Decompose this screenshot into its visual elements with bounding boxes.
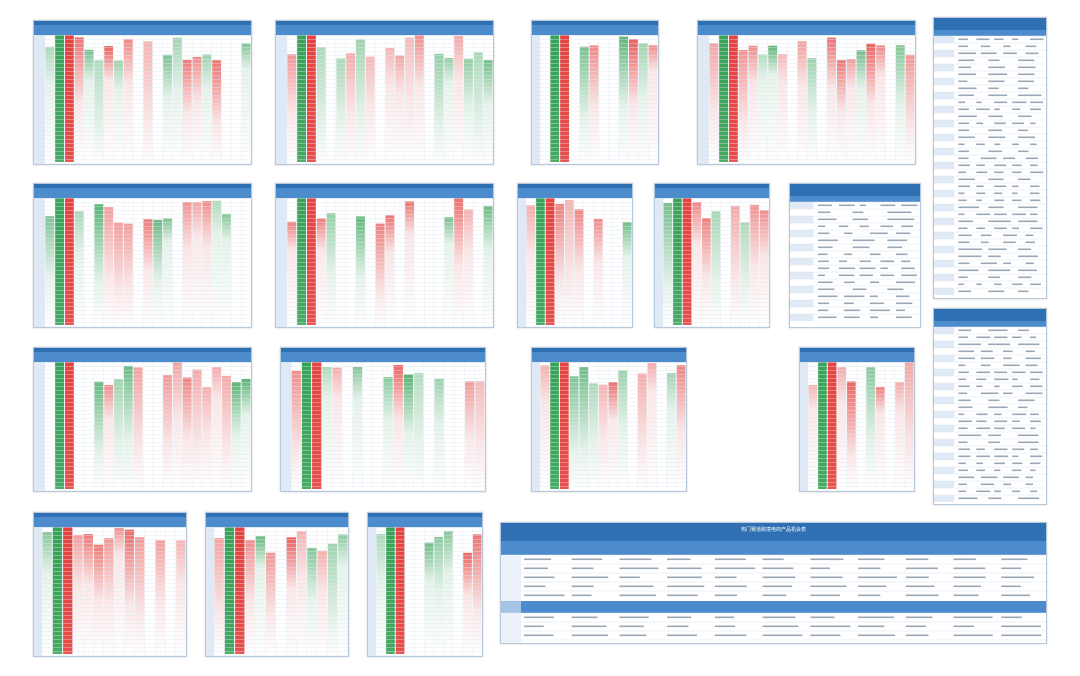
thumbnail-heatmap-4[interactable] — [697, 20, 916, 165]
thumbnail-graphic — [518, 184, 632, 327]
thumbnail-graphic — [800, 348, 914, 491]
thumbnail-graphic — [934, 309, 1046, 504]
thumbnail-wide-table[interactable]: 热门赛道跨境电商产品机会表 — [500, 522, 1047, 644]
thumbnail-heatmap-15[interactable] — [367, 512, 483, 657]
thumbnail-heatmap-14[interactable] — [205, 512, 349, 657]
thumbnail-heatmap-12[interactable] — [799, 347, 915, 492]
thumbnail-table-tall[interactable] — [933, 17, 1047, 299]
thumbnail-graphic — [790, 184, 920, 327]
thumbnail-heatmap-10[interactable] — [280, 347, 486, 492]
thumbnail-graphic — [698, 21, 915, 164]
thumbnail-heatmap-9[interactable] — [33, 347, 252, 492]
thumbnail-graphic — [368, 513, 482, 656]
thumbnail-graphic — [276, 21, 493, 164]
thumbnail-graphic — [34, 513, 186, 656]
thumbnail-graphic — [34, 348, 251, 491]
thumbnail-graphic — [501, 523, 1046, 643]
thumbnail-graphic — [34, 184, 251, 327]
thumbnail-heatmap-3[interactable] — [531, 20, 659, 165]
thumbnail-heatmap-7[interactable] — [517, 183, 633, 328]
thumbnail-graphic — [655, 184, 769, 327]
thumbnail-table-mid[interactable] — [789, 183, 921, 328]
wide-table-title: 热门赛道跨境电商产品机会表 — [740, 527, 806, 533]
thumbnail-heatmap-11[interactable] — [531, 347, 687, 492]
thumbnail-graphic — [206, 513, 348, 656]
thumbnail-heatmap-13[interactable] — [33, 512, 187, 657]
thumbnail-graphic — [281, 348, 485, 491]
thumbnail-graphic — [276, 184, 493, 327]
thumbnail-graphic — [34, 21, 251, 164]
thumbnail-heatmap-2[interactable] — [275, 20, 494, 165]
thumbnail-heatmap-1[interactable] — [33, 20, 252, 165]
thumbnail-heatmap-5[interactable] — [33, 183, 252, 328]
thumbnail-heatmap-6[interactable] — [275, 183, 494, 328]
thumbnail-heatmap-8[interactable] — [654, 183, 770, 328]
thumbnail-graphic — [934, 18, 1046, 298]
thumbnail-table-right[interactable] — [933, 308, 1047, 505]
thumbnail-graphic — [532, 21, 658, 164]
thumbnail-graphic — [532, 348, 686, 491]
